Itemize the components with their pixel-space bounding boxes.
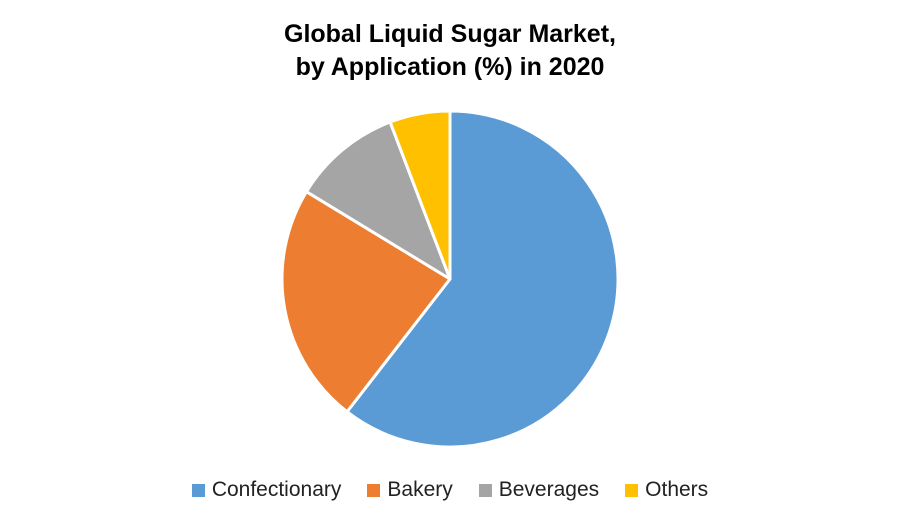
pie-slice-others[interactable] — [388, 109, 452, 281]
legend-item-beverages[interactable]: Beverages — [478, 478, 600, 502]
legend: Confectionary Bakery Beverages Others — [0, 478, 900, 502]
legend-label: Bakery — [387, 478, 453, 501]
legend-swatch-others — [625, 483, 639, 497]
legend-label: Beverages — [498, 478, 600, 501]
pie-slice-beverages[interactable] — [304, 120, 452, 281]
legend-swatch-confectionary — [191, 483, 205, 497]
legend-item-bakery[interactable]: Bakery — [367, 478, 453, 502]
legend-label: Confectionary — [211, 478, 342, 501]
pie-slice-bakery[interactable] — [280, 190, 452, 414]
chart-title: Global Liquid Sugar Market, by Applicati… — [0, 18, 900, 84]
chart-title-line-2: by Application (%) in 2020 — [295, 53, 605, 81]
pie-chart — [280, 109, 620, 449]
chart-title-line-1: Global Liquid Sugar Market, — [284, 20, 616, 48]
legend-label: Others — [645, 478, 709, 501]
legend-item-confectionary[interactable]: Confectionary — [191, 478, 342, 502]
pie-slice-confectionary[interactable] — [345, 109, 620, 449]
legend-item-others[interactable]: Others — [625, 478, 708, 502]
legend-swatch-bakery — [367, 483, 381, 497]
legend-swatch-beverages — [478, 483, 492, 497]
